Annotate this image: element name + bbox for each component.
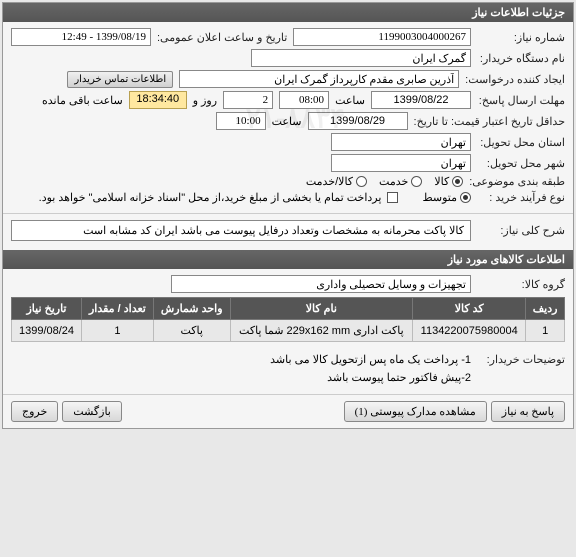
radio-process-small[interactable]: متوسط [422, 191, 471, 204]
radio-goods-service[interactable]: کالا/خدمت [306, 175, 367, 188]
payment-checkbox[interactable] [387, 192, 398, 203]
cell-qty: 1 [82, 320, 154, 342]
items-table: ردیف کد کالا نام کالا واحد شمارش تعداد /… [11, 297, 565, 342]
price-valid-time-input[interactable] [216, 112, 266, 130]
city-label: شهر محل تحویل: [477, 157, 565, 170]
footer-buttons: پاسخ به نیاز مشاهده مدارک پیوستی (1) باز… [3, 394, 573, 428]
province-label: استان محل تحویل: [477, 136, 565, 149]
radio-process-circle [460, 192, 471, 203]
cell-name: پاکت اداری 229x162 mm شما پاکت [230, 320, 413, 342]
announce-label: تاریخ و ساعت اعلان عمومی: [157, 31, 287, 44]
radio-goods-label: کالا [434, 175, 449, 188]
radio-process-label: متوسط [422, 191, 457, 204]
exit-button[interactable]: خروج [11, 401, 58, 422]
price-valid-date-input[interactable] [308, 112, 408, 130]
announce-input[interactable] [11, 28, 151, 46]
time-label-1: ساعت [335, 94, 365, 107]
back-button[interactable]: بازگشت [62, 401, 122, 422]
items-area: گروه کالا: ردیف کد کالا نام کالا واحد شم… [3, 269, 573, 348]
col-name: نام کالا [230, 298, 413, 320]
group-label: گروه کالا: [477, 278, 565, 291]
time-label-2: ساعت [272, 115, 302, 128]
deadline-time-input[interactable] [279, 91, 329, 109]
need-no-label: شماره نیاز: [477, 31, 565, 44]
desc-box: کالا پاکت محرمانه به مشخصات وتعداد درفای… [11, 220, 471, 241]
cell-row: 1 [526, 320, 565, 342]
days-input[interactable] [223, 91, 273, 109]
deadline-label: مهلت ارسال پاسخ: [477, 94, 565, 107]
group-input[interactable] [171, 275, 471, 293]
col-qty: تعداد / مقدار [82, 298, 154, 320]
radio-service-label: خدمت [379, 175, 408, 188]
reply-button[interactable]: پاسخ به نیاز [491, 401, 565, 422]
radio-goods-circle [452, 176, 463, 187]
attachments-button[interactable]: مشاهده مدارک پیوستی (1) [344, 401, 487, 422]
days-label: روز و [193, 94, 217, 107]
buyer-label: توضیحات خریدار: [477, 352, 565, 370]
city-input[interactable] [331, 154, 471, 172]
radio-gs-circle [356, 176, 367, 187]
col-row: ردیف [526, 298, 565, 320]
remaining-label: ساعت باقی مانده [42, 94, 123, 107]
deadline-date-input[interactable] [371, 91, 471, 109]
buyer-line2: 2-پیش فاکتور حتما پیوست باشد [11, 370, 471, 388]
cell-unit: پاکت [153, 320, 230, 342]
radio-service-circle [411, 176, 422, 187]
radio-service[interactable]: خدمت [379, 175, 422, 188]
org-label: نام دستگاه خریدار: [477, 52, 565, 65]
province-input[interactable] [331, 133, 471, 151]
budget-radio-group: کالا خدمت کالا/خدمت [306, 175, 463, 188]
need-no-input[interactable] [293, 28, 471, 46]
creator-label: ایجاد کننده درخواست: [465, 73, 565, 86]
radio-goods[interactable]: کالا [434, 175, 463, 188]
countdown-box: 18:34:40 [129, 91, 187, 109]
desc-area: شرح کلی نیاز: کالا پاکت محرمانه به مشخصا… [3, 213, 573, 250]
contact-button[interactable]: اطلاعات تماس خریدار [67, 71, 173, 88]
process-label: نوع فرآیند خرید : [477, 191, 565, 204]
main-panel: جزئیات اطلاعات نیاز ۰۲۱-۸۸۳۴ شماره نیاز:… [2, 2, 574, 429]
buyer-notes: توضیحات خریدار: 1- پرداخت یک ماه پس ازتح… [3, 348, 573, 394]
buyer-line1: 1- پرداخت یک ماه پس ازتحویل کالا می باشد [11, 352, 471, 370]
payment-note: پرداخت تمام یا بخشی از مبلغ خرید،از محل … [39, 191, 382, 204]
table-header-row: ردیف کد کالا نام کالا واحد شمارش تعداد /… [12, 298, 565, 320]
price-valid-label: حداقل تاریخ اعتبار قیمت: تا تاریخ: [414, 115, 565, 128]
org-input[interactable] [251, 49, 471, 67]
col-unit: واحد شمارش [153, 298, 230, 320]
form-area: ۰۲۱-۸۸۳۴ شماره نیاز: تاریخ و ساعت اعلان … [3, 22, 573, 213]
desc-label: شرح کلی نیاز: [477, 224, 565, 237]
items-section-title: اطلاعات کالاهای مورد نیاز [3, 250, 573, 269]
creator-input[interactable] [179, 70, 459, 88]
cell-code: 1134220075980004 [413, 320, 526, 342]
cell-date: 1399/08/24 [12, 320, 82, 342]
table-row[interactable]: 1 1134220075980004 پاکت اداری 229x162 mm… [12, 320, 565, 342]
panel-title: جزئیات اطلاعات نیاز [3, 3, 573, 22]
col-date: تاریخ نیاز [12, 298, 82, 320]
radio-gs-label: کالا/خدمت [306, 175, 353, 188]
budget-label: طبقه بندی موضوعی: [469, 175, 565, 188]
col-code: کد کالا [413, 298, 526, 320]
